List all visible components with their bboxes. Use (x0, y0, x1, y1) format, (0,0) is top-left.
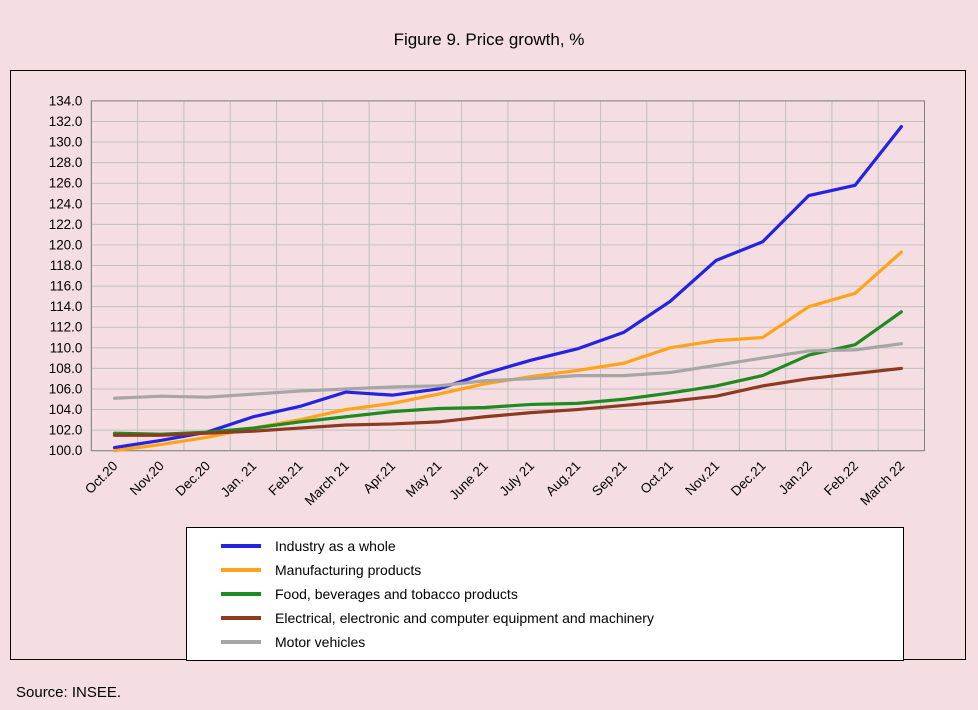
legend-item: Motor vehicles (221, 630, 903, 654)
x-tick-label: Feb.21 (266, 458, 306, 498)
x-tick-label: March 22 (857, 458, 907, 508)
legend: Industry as a whole Manufacturing product… (186, 527, 904, 661)
legend-swatch (221, 592, 261, 596)
legend-swatch (221, 568, 261, 572)
x-tick-label: Nov.20 (127, 458, 167, 498)
source-note: Source: INSEE. (16, 684, 122, 701)
y-tick-label: 114.0 (50, 299, 83, 314)
y-tick-label: 130.0 (49, 135, 83, 150)
y-tick-label: 134.0 (49, 93, 83, 108)
legend-swatch (221, 616, 261, 620)
series-line (112, 342, 903, 400)
y-tick-label: 108.0 (49, 361, 83, 376)
x-tick-label: May 21 (403, 458, 445, 500)
x-tick-label: Oct.20 (82, 458, 121, 497)
legend-label: Food, beverages and tobacco products (275, 586, 518, 602)
legend-label: Industry as a whole (275, 538, 396, 554)
legend-item: Electrical, electronic and computer equi… (221, 606, 903, 630)
legend-item: Food, beverages and tobacco products (221, 582, 903, 606)
x-tick-label: Jan. 21 (218, 458, 260, 500)
legend-item: Industry as a whole (221, 534, 903, 558)
series-line (112, 366, 903, 437)
plot-border (90, 100, 926, 452)
series-line (112, 310, 903, 436)
y-tick-label: 102.0 (49, 423, 83, 438)
x-tick-label: Dec.21 (728, 458, 769, 499)
legend-swatch (221, 640, 261, 644)
y-tick-label: 116.0 (50, 279, 83, 294)
x-tick-label: Aug.21 (543, 458, 584, 499)
y-tick-label: 110.0 (50, 340, 83, 355)
x-tick-label: Dec.20 (172, 458, 213, 499)
x-tick-label: Nov.21 (682, 458, 722, 498)
legend-label: Motor vehicles (275, 634, 366, 650)
x-tick-label: Jan.22 (776, 458, 815, 497)
x-tick-label: March 21 (302, 458, 352, 508)
y-tick-label: 122.0 (49, 217, 83, 232)
y-tick-label: 126.0 (49, 176, 83, 191)
legend-label: Manufacturing products (275, 562, 422, 578)
y-tick-label: 124.0 (49, 196, 83, 211)
y-tick-label: 106.0 (49, 381, 83, 396)
x-tick-label: Feb.22 (821, 458, 861, 498)
y-tick-label: 112.0 (50, 320, 83, 335)
y-tick-label: 100.0 (49, 443, 83, 458)
x-tick-label: June 21 (446, 458, 490, 502)
legend-label: Electrical, electronic and computer equi… (275, 610, 654, 626)
y-tick-label: 128.0 (49, 155, 83, 170)
x-tick-label: Sep.21 (589, 458, 630, 499)
chart-frame: 100.0 102.0 104.0 106.0 108.0 110.0 112.0 114.0… (10, 70, 966, 661)
y-tick-label: 104.0 (49, 402, 83, 417)
x-tick-label: Apr.21 (360, 458, 398, 496)
series-line (112, 125, 903, 450)
y-tick-label: 132.0 (49, 114, 83, 129)
x-tick-label: Oct.21 (637, 458, 676, 497)
legend-swatch (221, 544, 261, 548)
chart-title: Figure 9. Price growth, % (393, 30, 585, 49)
y-tick-label: 118.0 (50, 258, 83, 273)
price-growth-chart: 100.0 102.0 104.0 106.0 108.0 110.0 112.0 114.0… (49, 93, 926, 508)
x-tick-label: July 21 (496, 458, 537, 499)
legend-item: Manufacturing products (221, 558, 903, 582)
y-tick-label: 120.0 (49, 237, 83, 252)
